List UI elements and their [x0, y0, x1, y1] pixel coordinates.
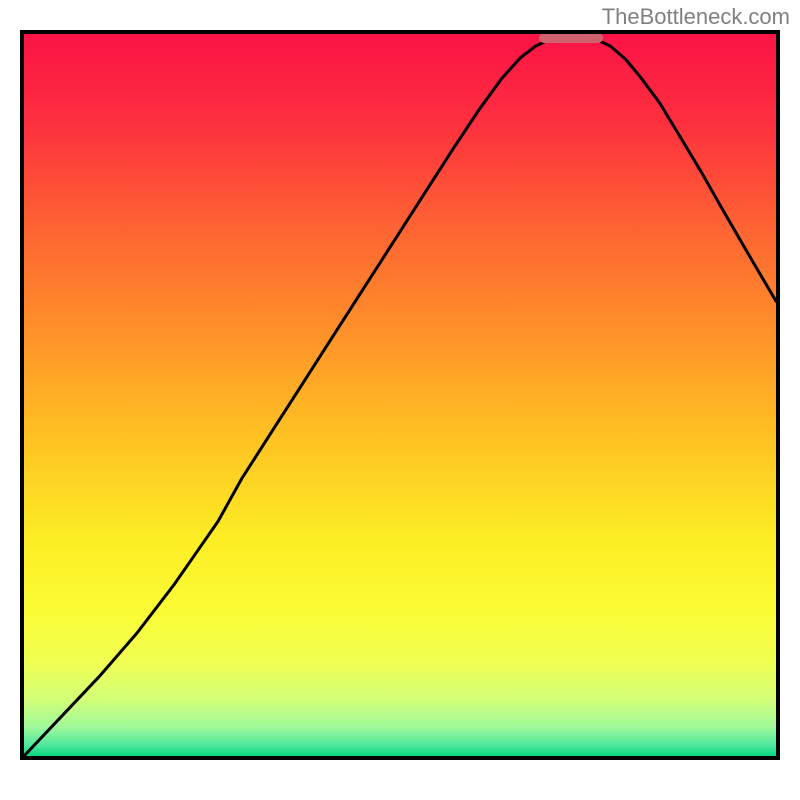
- minimum-marker: [539, 33, 603, 43]
- watermark: TheBottleneck.com: [602, 4, 790, 30]
- plot-area: [20, 30, 780, 760]
- data-curve: [24, 34, 776, 756]
